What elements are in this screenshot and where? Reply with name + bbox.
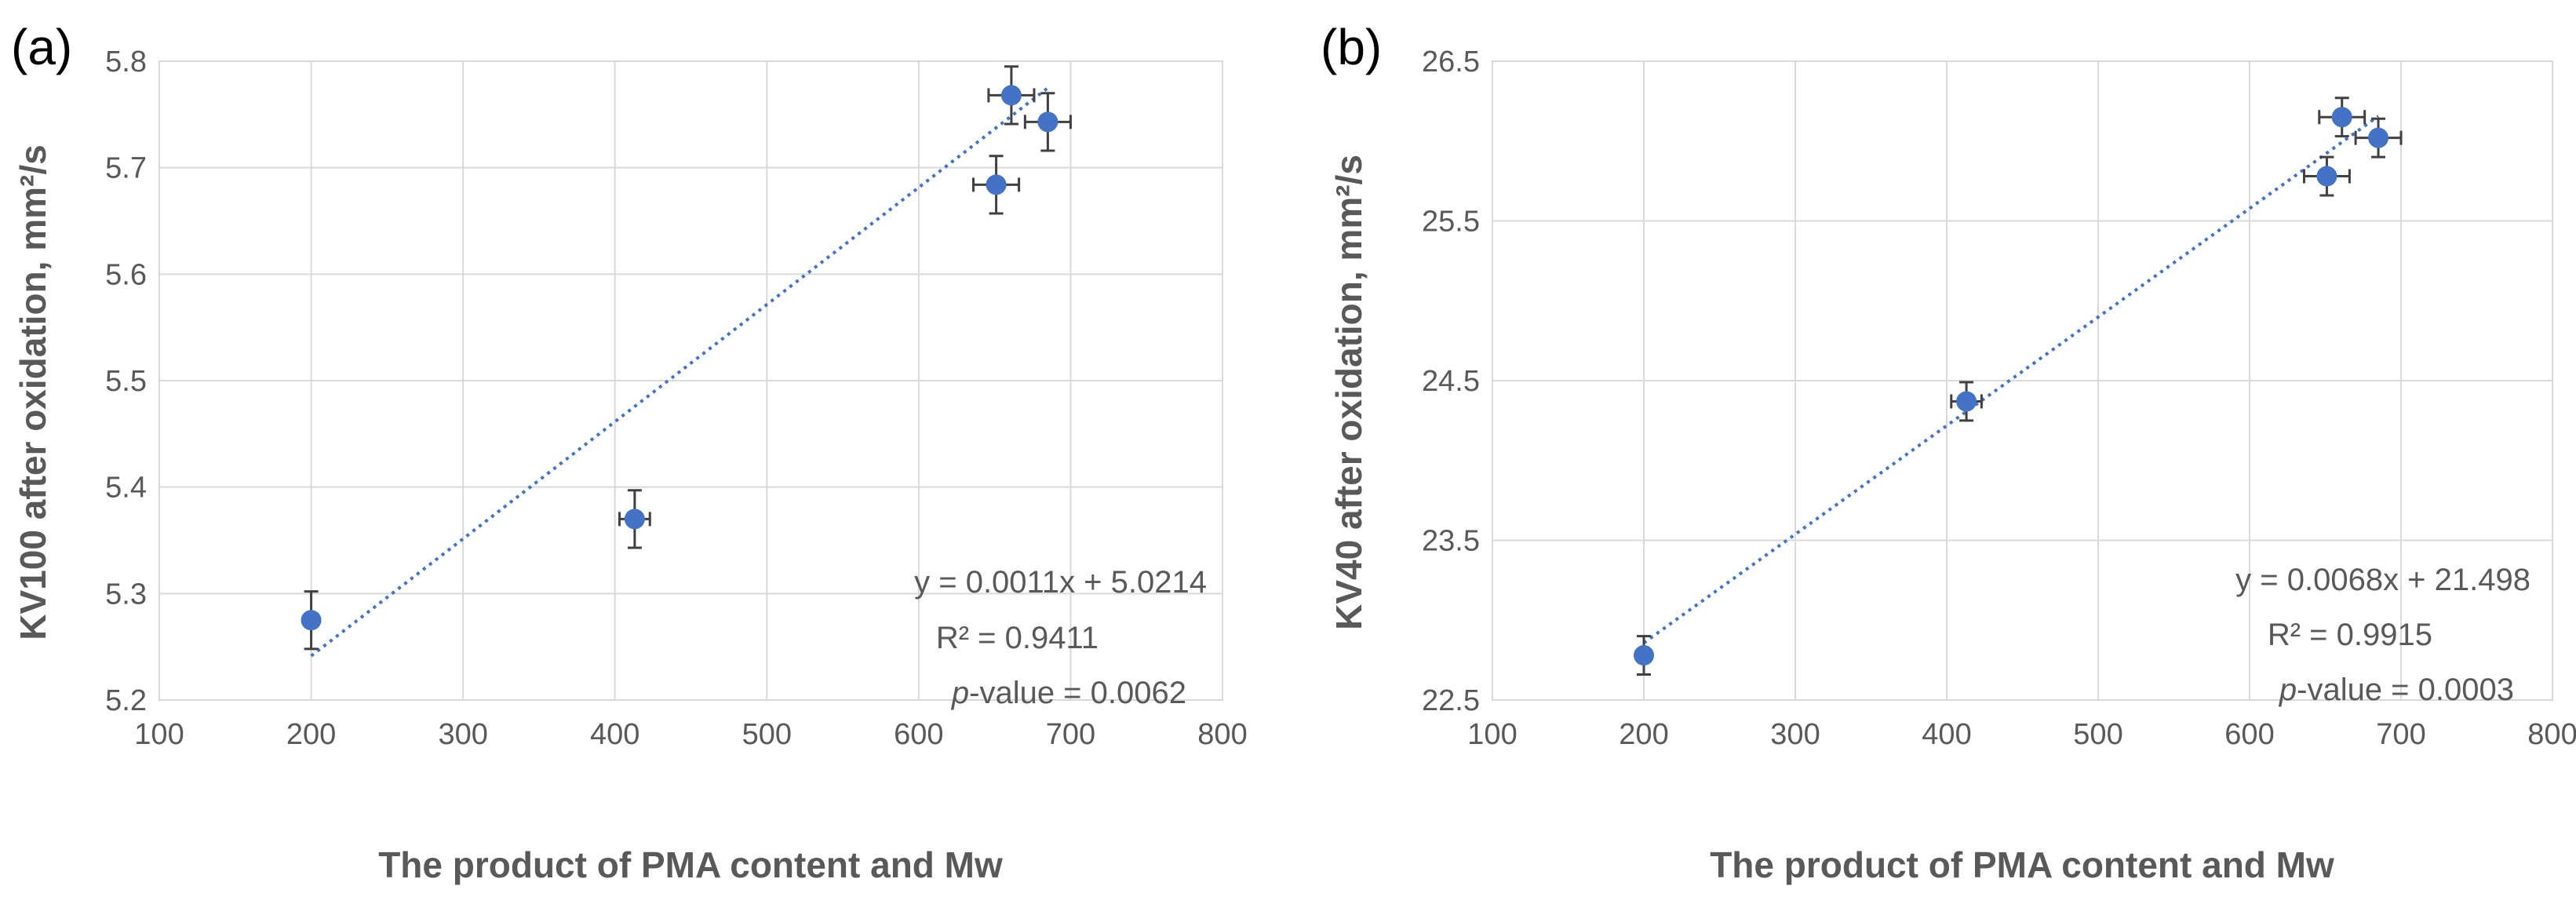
panel-b-data-point-2 <box>2316 166 2337 187</box>
panel-b-r-squared: R² = 0.9915 <box>2268 618 2432 652</box>
panel-a-data-point-2 <box>986 174 1007 195</box>
panel-a-x-axis-title: The product of PMA content and Mw <box>378 844 1003 885</box>
panel-b-x-tick-label: 100 <box>1467 718 1517 751</box>
panel-a-y-tick-label: 5.7 <box>105 152 147 185</box>
panel-a-y-tick-label: 5.3 <box>105 578 147 611</box>
panel-b-x-tick-label: 300 <box>1770 718 1820 751</box>
panel-b-y-tick-label: 24.5 <box>1422 365 1480 398</box>
panel-b-y-axis-title: KV40 after oxidation, mm²/s <box>1328 155 1369 630</box>
panel-b-plot-frame <box>1492 60 2553 701</box>
panel-b-x-tick-label: 500 <box>2073 718 2122 751</box>
panel-a-p-value-prefix: p <box>951 676 969 710</box>
panel-a-p-value-suffix: -value = 0.0062 <box>969 676 1186 710</box>
panel-b-y-ticks: 22.5 23.5 24.5 25.5 26.5 <box>1422 46 1480 717</box>
panel-b-x-ticks: 100 200 300 400 500 600 700 800 <box>1467 718 2576 751</box>
panel-a-x-ticks: 100 200 300 400 500 600 700 800 <box>134 718 1247 751</box>
panel-a-x-tick-label: 500 <box>742 718 792 751</box>
panel-b-data-point-1 <box>1956 391 1977 412</box>
panel-a-y-tick-label: 5.6 <box>105 258 147 291</box>
panel-b-x-tick-label: 400 <box>1922 718 1971 751</box>
panel-a-y-ticks: 5.2 5.3 5.4 5.5 5.6 5.7 5.8 <box>105 46 147 717</box>
panel-a-x-tick-label: 800 <box>1197 718 1247 751</box>
panel-b-y-tick-label: 26.5 <box>1422 46 1480 78</box>
panel-a-data-point-0 <box>301 610 322 631</box>
panel-b-data-point-0 <box>1634 645 1654 666</box>
panel-a-equation: y = 0.0011x + 5.0214 <box>914 565 1207 600</box>
panel-a-x-tick-label: 600 <box>894 718 943 751</box>
panel-b-points <box>1634 107 2389 666</box>
panel-a-data-point-1 <box>624 509 645 530</box>
panel-b-y-tick-label: 23.5 <box>1422 525 1480 558</box>
panel-a-r-squared: R² = 0.9411 <box>936 621 1099 655</box>
panel-a-p-value: p-value = 0.0062 <box>951 676 1186 710</box>
panel-a-y-tick-label: 5.8 <box>105 46 147 78</box>
panel-b-p-value-suffix: -value = 0.0003 <box>2297 673 2514 707</box>
panel-b-x-tick-label: 800 <box>2527 718 2576 751</box>
panel-a: (a) 100 200 300 400 500 600 700 800 5.25.35.45.… <box>11 19 1248 885</box>
panel-a-x-tick-label: 400 <box>590 718 639 751</box>
panel-a-y-tick-label: 5.2 <box>105 684 147 717</box>
panel-b-y-tick-label: 25.5 <box>1422 206 1480 239</box>
panel-a-y-tick-label: 5.5 <box>105 365 147 398</box>
panel-a-trendline <box>310 86 1049 658</box>
panel-b-data-point-4 <box>2368 127 2389 148</box>
panel-a-grid <box>158 60 1223 701</box>
panel-b-x-tick-label: 600 <box>2224 718 2274 751</box>
panel-a-label: (a) <box>11 19 72 75</box>
panel-b-grid <box>1492 60 2553 701</box>
panel-b: (b) 100 200 300 400 500 600 700 800 22.5 23.5 24.… <box>1321 19 2576 885</box>
panel-a-x-tick-label: 700 <box>1046 718 1095 751</box>
panel-a-error-bars <box>304 65 1072 651</box>
panel-a-y-tick-label: 5.4 <box>105 472 147 505</box>
panel-b-data-point-3 <box>2331 107 2352 128</box>
panel-b-p-value-prefix: p <box>2279 673 2297 707</box>
panel-b-x-tick-label: 700 <box>2376 718 2425 751</box>
panel-a-x-tick-label: 100 <box>134 718 184 751</box>
panel-a-data-point-3 <box>1000 85 1022 106</box>
panel-a-y-axis-title: KV100 after oxidation, mm²/s <box>13 144 53 640</box>
panel-b-x-tick-label: 200 <box>1619 718 1668 751</box>
panel-b-x-axis-title: The product of PMA content and Mw <box>1710 844 2334 885</box>
panel-b-p-value: p-value = 0.0003 <box>2279 673 2514 707</box>
panel-b-y-tick-label: 22.5 <box>1422 684 1480 717</box>
panel-a-data-point-4 <box>1037 111 1058 133</box>
panel-a-points <box>301 85 1058 631</box>
panel-b-label: (b) <box>1321 19 1382 75</box>
panel-a-x-tick-label: 200 <box>286 718 336 751</box>
panel-a-x-tick-label: 300 <box>438 718 487 751</box>
panel-a-plot-frame <box>158 60 1223 701</box>
panel-b-trendline <box>1642 115 2380 644</box>
panel-b-equation: y = 0.0068x + 21.498 <box>2235 563 2530 597</box>
